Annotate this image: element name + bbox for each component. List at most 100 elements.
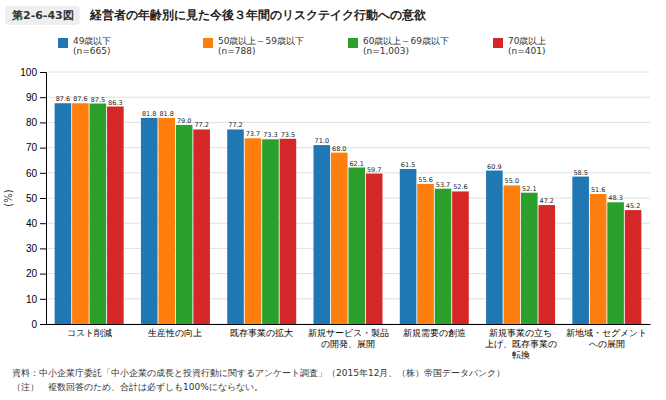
figure-number-box — [5, 6, 80, 25]
footnote: 資料：中小企業庁委託「中小企業の成長と投資行動に関するアンケート調査」（2015… — [12, 368, 505, 378]
data-labels: 87.681.877.271.061.560.958.587.681.873.7… — [56, 95, 641, 210]
bar-series — [90, 104, 624, 325]
data-label: 58.5 — [573, 169, 587, 177]
legend-label: 70歳以上(n=401) — [508, 36, 546, 57]
x-tick: 新規需要の創造 — [403, 328, 466, 338]
x-tick: 生産性の向上 — [148, 328, 202, 338]
bar — [435, 189, 452, 324]
y-tick-mark — [40, 223, 46, 224]
bar — [262, 139, 279, 324]
y-tick-mark — [40, 198, 46, 199]
bar — [245, 138, 262, 324]
grid-line — [46, 172, 650, 173]
bar — [193, 129, 210, 324]
legend-swatch — [58, 38, 68, 48]
data-label: 53.7 — [436, 181, 450, 189]
y-tick-mark — [40, 97, 46, 98]
data-label: 47.2 — [540, 197, 554, 205]
legend-swatch — [203, 38, 213, 48]
y-tick-label: 100 — [20, 67, 37, 78]
grid-line — [46, 298, 650, 299]
bar — [176, 125, 193, 324]
x-tick: 新規事業の立ち上げ、既存事業の転換 — [485, 328, 557, 360]
y-tick-label: 70 — [26, 142, 38, 153]
bar-series — [55, 103, 589, 324]
bar — [107, 107, 124, 324]
data-label: 62.1 — [349, 160, 363, 168]
data-label: 61.5 — [401, 161, 415, 169]
bar — [90, 104, 107, 325]
data-label: 52.1 — [522, 185, 536, 193]
grid-line — [46, 198, 650, 199]
bar — [504, 185, 521, 324]
data-label: 45.2 — [626, 202, 640, 210]
x-tick-label: 生産性の向上 — [148, 328, 202, 338]
data-label: 73.5 — [281, 131, 295, 139]
chart: 第2-6-43図経営者の年齢別に見た今後３年間のリスクテイク行動への意欲49歳以… — [0, 0, 666, 400]
legend-label: 50歳以上～59歳以下(n=788) — [218, 36, 304, 57]
bar — [486, 171, 503, 324]
data-label: 48.3 — [608, 194, 622, 202]
data-label: 87.6 — [56, 95, 70, 103]
header: 第2-6-43図経営者の年齢別に見た今後３年間のリスクテイク行動への意欲 — [5, 6, 427, 25]
bar — [55, 103, 72, 324]
data-label: 73.7 — [246, 130, 260, 138]
bars — [55, 103, 642, 324]
y-tick-mark — [40, 122, 46, 123]
y-tick-label: 0 — [31, 319, 37, 330]
legend-label: 60歳以上～69歳以下(n=1,003) — [363, 36, 449, 57]
y-tick-label: 30 — [26, 243, 38, 254]
y-tick: 10 — [26, 294, 46, 305]
x-axis: コスト削減生産性の向上既存事業の拡大新規サービス・製品の開発、展開新規需要の創造… — [47, 325, 651, 360]
grid-line — [46, 223, 650, 224]
y-tick-label: 10 — [26, 294, 38, 305]
bar — [538, 205, 555, 324]
grid-line — [46, 248, 650, 249]
data-label: 68.0 — [332, 145, 346, 153]
y-tick-label: 50 — [26, 193, 38, 204]
bar — [607, 202, 624, 324]
bar — [227, 129, 244, 324]
y-tick: 40 — [26, 218, 46, 229]
legend-item: 50歳以上～59歳以下(n=788) — [203, 36, 304, 57]
grid-line — [46, 122, 650, 123]
x-tick-label: 新規サービス・製品の開発、展開 — [308, 328, 389, 349]
x-tick-label: コスト削減 — [67, 328, 112, 338]
y-tick: 100 — [20, 67, 46, 78]
y-tick-mark — [40, 173, 46, 174]
x-tick: 新地域・セグメントへの展開 — [566, 328, 647, 349]
data-label: 52.6 — [453, 183, 467, 191]
y-tick-mark — [40, 148, 46, 149]
bar — [72, 103, 89, 324]
y-tick: 90 — [26, 92, 46, 103]
bar — [400, 169, 417, 324]
grid-line — [46, 72, 650, 73]
y-tick: 70 — [26, 142, 46, 153]
bar — [521, 193, 538, 324]
title: 経営者の年齢別に見た今後３年間のリスクテイク行動への意欲 — [89, 8, 427, 22]
y-tick-label: 60 — [26, 168, 38, 179]
y-tick-label: 90 — [26, 92, 38, 103]
data-label: 79.0 — [177, 117, 191, 125]
data-label: 87.6 — [73, 95, 87, 103]
y-tick-mark — [40, 324, 46, 325]
bar — [331, 153, 348, 324]
bar — [417, 184, 434, 324]
legend-swatch — [348, 38, 358, 48]
grid-line — [46, 273, 650, 274]
y-tick-label: 20 — [26, 268, 38, 279]
y-tick: 0 — [31, 319, 46, 330]
footnotes: 資料：中小企業庁委託「中小企業の成長と投資行動に関するアンケート調査」（2015… — [12, 368, 505, 392]
y-tick-mark — [40, 72, 46, 73]
x-tick: 新規サービス・製品の開発、展開 — [308, 328, 389, 349]
data-label: 77.2 — [194, 121, 208, 129]
y-tick: 20 — [26, 268, 46, 279]
y-tick-mark — [40, 248, 46, 249]
data-label: 77.2 — [228, 121, 242, 129]
x-tick: コスト削減 — [67, 328, 112, 338]
bar — [141, 118, 158, 324]
y-tick: 60 — [26, 168, 46, 179]
y-tick: 50 — [26, 193, 46, 204]
grid-line — [46, 97, 650, 98]
legend-item: 60歳以上～69歳以下(n=1,003) — [348, 36, 449, 57]
